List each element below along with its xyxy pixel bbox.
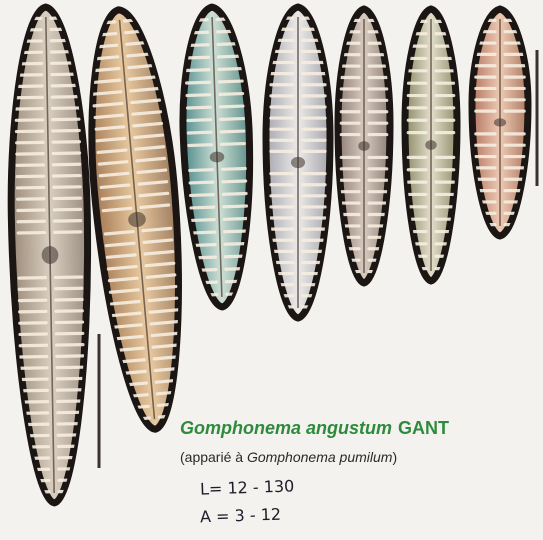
paired-species-name: Gomphonema pumilum (246, 449, 393, 465)
paired-prefix: (apparié à (180, 449, 247, 465)
diatom-valve (334, 5, 394, 287)
species-author: GANT (398, 418, 450, 438)
diatom-valve (179, 3, 254, 311)
diatom-valve (401, 5, 461, 285)
caption-subtitle: (apparié à Gomphonema pumilum) (180, 449, 397, 465)
handwritten-width-range: A = 3 - 12 (199, 504, 282, 527)
diatom-valve (7, 3, 92, 507)
caption-title: Gomphonema angustum GANT (180, 418, 449, 439)
diatom-valve (85, 6, 189, 433)
diatom-valve (262, 3, 334, 322)
species-name: Gomphonema angustum (180, 418, 393, 438)
paired-suffix: ) (392, 449, 398, 465)
handwritten-length-range: L= 12 - 130 (199, 476, 295, 499)
diatom-valve (468, 5, 532, 240)
